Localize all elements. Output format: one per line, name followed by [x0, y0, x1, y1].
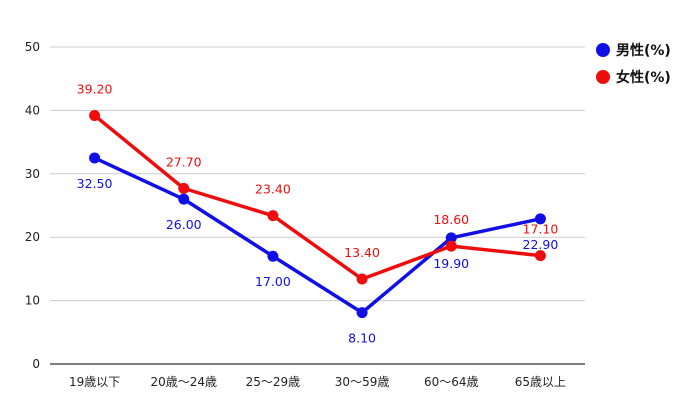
y-tick-label: 20 [25, 230, 40, 244]
data-label: 26.00 [166, 217, 202, 232]
data-label: 32.50 [77, 176, 113, 191]
data-point[interactable] [534, 213, 546, 225]
data-point[interactable] [267, 250, 279, 262]
data-point[interactable] [267, 210, 279, 222]
data-point[interactable] [356, 273, 368, 285]
x-tick-label: 25～29歳 [246, 375, 301, 389]
series-line-1 [92, 113, 543, 281]
data-label: 22.90 [523, 237, 559, 252]
data-label: 23.40 [255, 182, 291, 197]
data-point[interactable] [445, 232, 457, 244]
y-tick-label: 10 [25, 294, 40, 308]
data-point[interactable] [534, 250, 546, 262]
series-line-0 [92, 156, 543, 315]
x-tick-label: 19歳以下 [69, 375, 120, 389]
legend-marker [596, 43, 610, 57]
y-tick-label: 50 [25, 40, 40, 54]
data-label: 8.10 [348, 331, 376, 346]
x-tick-label: 65歳以上 [515, 375, 566, 389]
data-point[interactable] [178, 182, 190, 194]
data-point[interactable] [445, 240, 457, 252]
data-label: 17.10 [523, 222, 559, 237]
legend-label: 女性(%) [616, 69, 671, 86]
data-point[interactable] [356, 307, 368, 319]
x-axis: 19歳以下 20歳～24歳 25～29歳 30～59歳 60～64歳 65歳以上 [69, 375, 566, 389]
data-label: 18.60 [433, 212, 469, 227]
data-point[interactable] [89, 109, 101, 121]
legend-marker [596, 70, 610, 84]
y-tick-label: 30 [25, 167, 40, 181]
data-label: 19.90 [433, 256, 469, 271]
data-point[interactable] [178, 193, 190, 205]
x-tick-label: 30～59歳 [335, 375, 390, 389]
data-label: 17.00 [255, 274, 291, 289]
series-lines [89, 109, 546, 319]
data-labels: 32.50 26.00 17.00 8.10 19.90 22.90 39.20 27.70 2… [77, 81, 559, 345]
data-label: 27.70 [166, 154, 202, 169]
grid-lines [50, 46, 585, 365]
y-axis: 0 10 20 30 40 50 [25, 40, 40, 371]
legend-label: 男性(%) [616, 42, 671, 59]
data-label: 13.40 [344, 245, 380, 260]
legend: 男性(%) 女性(%) [596, 42, 671, 86]
x-tick-label: 20歳～24歳 [150, 375, 217, 389]
data-point[interactable] [89, 152, 101, 164]
x-tick-label: 60～64歳 [424, 375, 479, 389]
y-tick-label: 40 [25, 103, 40, 117]
y-tick-label: 0 [32, 357, 40, 371]
data-label: 39.20 [77, 81, 113, 96]
